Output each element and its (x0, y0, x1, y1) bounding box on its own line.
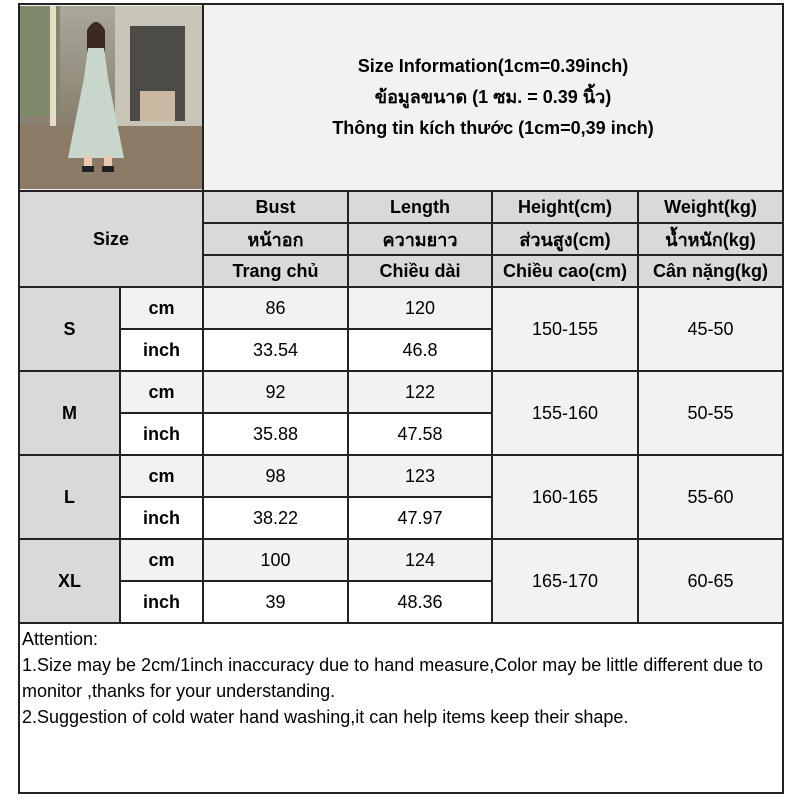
length-inch: 47.97 (347, 496, 493, 540)
header-weight-vi: Cân nặng(kg) (636, 254, 785, 288)
header-weight-th: น้ำหนัก(kg) (636, 222, 785, 256)
size-information-title: Size Information(1cm=0.39inch) ข้อมูลขนา… (201, 3, 785, 192)
bust-inch: 33.54 (202, 328, 349, 372)
unit-inch: inch (119, 580, 204, 624)
header-weight-en: Weight(kg) (636, 190, 785, 224)
bust-cm: 98 (202, 454, 349, 498)
table-row: inch 33.54 46.8 (19, 328, 783, 372)
weight-range: 60-65 (636, 538, 785, 624)
title-vietnamese: Thông tin kích thước (1cm=0,39 inch) (332, 118, 654, 138)
height-range: 150-155 (491, 286, 639, 372)
unit-inch: inch (119, 412, 204, 456)
unit-cm: cm (119, 286, 204, 330)
header-length-en: Length (347, 190, 493, 224)
table-row: XL cm 100 124 165-170 60-65 (18, 538, 785, 624)
size-s: S (18, 286, 121, 372)
weight-range: 55-60 (636, 454, 785, 540)
length-cm: 124 (347, 538, 493, 582)
bust-cm: 92 (202, 370, 349, 414)
attention-notes: Attention: 1.Size may be 2cm/1inch inacc… (17, 622, 785, 794)
weight-range: 50-55 (636, 370, 785, 456)
length-cm: 120 (347, 286, 493, 330)
size-xl: XL (18, 538, 121, 624)
bust-cm: 100 (202, 538, 349, 582)
attention-heading: Attention: (22, 629, 99, 649)
length-inch: 46.8 (347, 328, 493, 372)
header-height-vi: Chiều cao(cm) (491, 254, 639, 288)
unit-inch: inch (119, 496, 204, 540)
length-cm: 123 (347, 454, 493, 498)
size-chart: Size Information(1cm=0.39inch) ข้อมูลขนา… (17, 3, 785, 794)
unit-cm: cm (119, 370, 204, 414)
unit-cm: cm (119, 538, 204, 582)
bust-cm: 86 (202, 286, 349, 330)
table-row: inch 35.88 47.58 (19, 412, 783, 456)
attention-note-1: 1.Size may be 2cm/1inch inaccuracy due t… (22, 655, 764, 701)
header-height-en: Height(cm) (491, 190, 639, 224)
height-range: 165-170 (491, 538, 639, 624)
length-inch: 47.58 (347, 412, 493, 456)
header-height-th: ส่วนสูง(cm) (491, 222, 639, 256)
size-l: L (18, 454, 121, 540)
attention-note-2: 2.Suggestion of cold water hand washing,… (22, 707, 629, 727)
title-thai: ข้อมูลขนาด (1 ซม. = 0.39 นิ้ว) (374, 87, 612, 107)
unit-cm: cm (119, 454, 204, 498)
size-m: M (18, 370, 121, 456)
size-header: Size (18, 190, 204, 288)
unit-inch: inch (119, 328, 204, 372)
bust-inch: 39 (202, 580, 349, 624)
length-inch: 48.36 (347, 580, 493, 624)
table-row: inch 38.22 47.97 (19, 496, 783, 540)
title-english: Size Information(1cm=0.39inch) (357, 56, 629, 76)
header-bust-en: Bust (202, 190, 349, 224)
header-bust-th: หน้าอก (202, 222, 349, 256)
model-in-dress-image (21, 6, 201, 189)
header-bust-vi: Trang chủ (202, 254, 349, 288)
height-range: 155-160 (491, 370, 639, 456)
table-row: M cm 92 122 155-160 50-55 (18, 370, 785, 456)
length-cm: 122 (347, 370, 493, 414)
table-row: inch 39 48.36 (19, 580, 783, 624)
product-photo (18, 3, 204, 192)
header-length-th: ความยาว (347, 222, 493, 256)
height-range: 160-165 (491, 454, 639, 540)
bust-inch: 38.22 (202, 496, 349, 540)
bust-inch: 35.88 (202, 412, 349, 456)
weight-range: 45-50 (636, 286, 785, 372)
header-length-vi: Chiều dài (347, 254, 493, 288)
table-row: S cm 86 120 150-155 45-50 (18, 286, 785, 372)
table-row: L cm 98 123 160-165 55-60 (18, 454, 785, 540)
